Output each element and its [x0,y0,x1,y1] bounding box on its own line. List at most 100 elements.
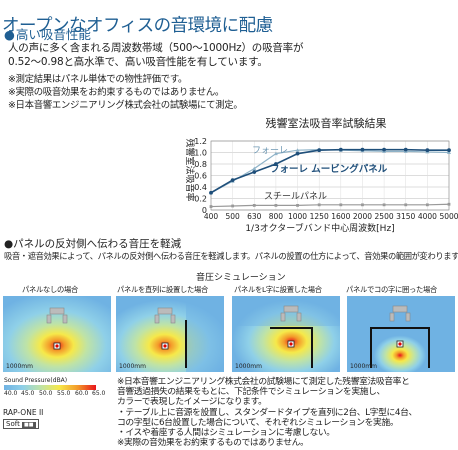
data-point [231,204,235,208]
soft-badge: Soft ■■ [3,419,39,429]
note-line: ・イスや着座する人間はシミュレーションに考慮しない。 [117,428,335,439]
data-point [382,203,386,207]
data-point [447,148,451,153]
legend-tick: 50.0 [39,390,53,397]
note-line: コの字型に6台設置した場合について、それぞれシミュレーションを実施。 [117,417,399,428]
x-tick-label: 400 [204,212,219,221]
heading-text: 高い吸音性能 [15,27,91,42]
soft-badge-icon: ■■ [22,422,36,428]
sound-pressure-legend: Sound Pressure(dBA) 40.0 45.0 50.0 55.0 … [4,377,105,398]
note-line: 音響透過損失の結果をもとに、下記条件でシミュレーションを実施し、 [117,387,385,398]
data-point [339,203,343,207]
data-point [360,147,365,152]
note-line: ※測定結果はパネル単体での物性評価です。 [8,74,188,85]
bullet-icon: ● [4,238,14,250]
x-tick-label: 2000 [353,212,372,221]
soft-text: Soft [6,420,20,428]
legend-tick: 60.0 [75,390,89,397]
note-line: ・テーブル上に音源を設置し、スタンダードタイプを直列に2台、L字型に4台、 [117,407,417,418]
data-point [361,203,364,207]
section-heading-absorption: ●高い吸音性能 [4,24,91,43]
x-tick-label: 1250 [310,212,329,221]
simulation-panel-none: 1000mm [3,296,111,372]
heatmap-image [347,296,455,372]
simulation-panel-u-shape: 1000mm [347,296,455,372]
scale-label: 1000mm [235,363,262,370]
data-point [252,170,257,174]
panel-label: パネルを直列に設置した場合 [117,285,208,294]
legend-tick: 45.0 [21,390,35,397]
section-heading-pressure: ●パネルの反対側へ伝わる音圧を軽減 [4,236,181,251]
x-axis-label: 1/3オクターブバンド中心周波数[Hz] [245,222,394,234]
data-point [403,147,408,152]
data-point [382,147,386,152]
data-point [317,148,322,153]
x-tick-label: 800 [269,212,284,221]
page-title: オープンなオフィスの音環境に配慮 [2,15,273,36]
absorption-chart: 残響室法吸音率試験結果 0 0.2 0.4 0.6 0.8 1.0 1.2 400 500 63… [184,116,458,234]
data-point [252,204,256,207]
series-label-steel: スチールパネル [264,191,327,202]
x-tick-label: 2500 [375,212,394,221]
y-tick-label: 0.2 [194,195,207,204]
simulation-notes: ※日本音響エンジニアリング株式会社の試験場にて測定した残響室法吸音率と 音響透過… [117,377,417,448]
data-point [230,178,235,183]
data-point [295,148,300,152]
chart-grid [210,140,450,211]
data-point [274,162,278,166]
plot-frame [210,140,450,211]
data-point [295,151,300,156]
y-tick-label: 0 [202,206,207,215]
simulation-panel-l-shape: 1000mm [232,296,340,372]
x-tick-label: 3150 [396,212,415,221]
data-point [273,151,278,156]
y-tick-label: 1.0 [194,149,207,158]
heatmap-image [116,296,224,372]
y-tick-label: 0.6 [194,172,207,181]
bullet-icon: ● [4,27,15,42]
legend-tick: 40.0 [4,390,18,397]
note-line: ※実際の吸音効果をお約束するものではありません。 [8,87,225,98]
body-line: 0.52～0.98と高水準で、高い吸音性能を有しています。 [8,56,268,69]
scale-label: 1000mm [350,363,377,370]
y-tick-labels: 0 0.2 0.4 0.6 0.8 1.0 1.2 [194,137,207,215]
y-axis-label: 残響室法吸音率 [184,138,196,201]
scale-label: 1000mm [119,363,146,370]
simulation-panel-serial: 1000mm [116,296,224,372]
legend-ticks: 40.0 45.0 50.0 55.0 60.0 65.0 [4,390,105,398]
x-tick-label: 630 [247,212,262,221]
y-tick-label: 0.8 [194,160,207,169]
legend-title: Sound Pressure(dBA) [4,377,68,384]
data-point [447,202,451,206]
x-tick-label: 1600 [331,212,350,221]
note-line: カラーで表現したイメージになります。 [117,397,267,408]
x-tick-label: 4000 [418,212,437,221]
body-line: 人の声に多く含まれる周波数帯域（500～1000Hz）の吸音率が [8,42,304,54]
y-tick-label: 0.4 [194,183,207,192]
data-point [317,203,321,207]
heatmap-image [232,296,340,372]
x-tick-label: 5000 [439,212,458,221]
data-point [209,205,213,208]
data-point [296,204,299,207]
note-line: ※実際の音効果をお約束するものではありません。 [117,438,309,449]
data-point [447,150,451,154]
pressure-description: 吸音・遮音効果によって、パネルの反対側へ伝わる音圧を軽減します。パネルの設置の仕… [4,251,458,261]
note-line: ※日本音響エンジニアリング株式会社の試験場にて測定。 [8,100,243,111]
x-tick-labels: 400 500 630 800 1000 1250 1600 2000 2500 3150 4000… [204,212,458,221]
simulation-title: 音圧シミュレーション [196,273,286,283]
data-point [274,204,278,207]
chart-series [209,147,451,208]
x-tick-label: 1000 [288,212,307,221]
panel-label: パネルをL字に設置した場合 [234,285,322,294]
series-label-moving: フォーレ ムービングパネル [270,163,388,175]
heading-text: パネルの反対側へ伝わる音圧を軽減 [13,238,182,250]
data-point [425,148,430,153]
data-point [404,203,408,207]
y-tick-label: 1.2 [194,137,207,146]
legend-color-scale [4,385,96,390]
series-line [210,148,449,194]
series-label-fore: フォーレ [252,146,288,156]
scale-label: 1000mm [6,363,33,370]
note-line: ※日本音響エンジニアリング株式会社の試験場にて測定した残響室法吸音率と [117,377,410,387]
